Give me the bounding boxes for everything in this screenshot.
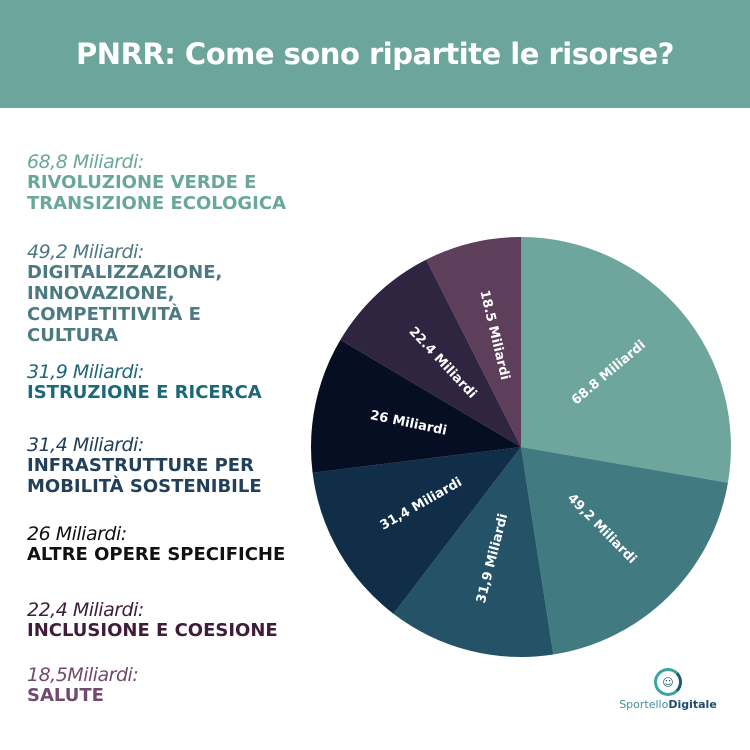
pie-slice [521,237,732,483]
legend-item: 49,2 Miliardi: DIGITALIZZAZIONE, INNOVAZI… [27,242,222,346]
legend-amount: 31,9 Miliardi: [27,361,144,383]
pie-slice [521,447,728,655]
legend-item: 22,4 Miliardi: INCLUSIONE E COESIONE [27,600,278,641]
pie-slice [393,447,554,657]
legend-amount: 18,5Miliardi: [27,664,139,686]
legend-item: 31,4 Miliardi: INFRASTRUTTURE PER MOBILIT… [27,435,262,497]
legend-amount: 31,4 Miliardi: [27,434,144,456]
legend-category: ALTRE OPERE SPECIFICHE [27,544,286,565]
legend-amount: 22,4 Miliardi: [27,599,144,621]
pie-slice [426,237,521,447]
logo-text-bold: Digitale [668,698,717,711]
legend-category: DIGITALIZZAZIONE, INNOVAZIONE, COMPETITI… [27,262,223,346]
legend-category: RIVOLUZIONE VERDE E TRANSIZIONE ECOLOGIC… [27,172,287,214]
page-title: PNRR: Come sono ripartite le risorse? [76,37,674,71]
pie-slice [340,259,521,447]
pie-slice [310,339,521,473]
logo: ☺ SportelloDigitale [618,668,718,711]
header-banner: PNRR: Come sono ripartite le risorse? [0,0,750,108]
logo-text-light: Sportello [619,698,669,711]
legend-amount: 49,2 Miliardi: [27,241,144,263]
legend-item: 31,9 Miliardi: ISTRUZIONE E RICERCA [27,362,262,403]
legend-item: 68,8 Miliardi: RIVOLUZIONE VERDE E TRANSI… [27,152,286,214]
legend-amount: 26 Miliardi: [27,523,127,545]
legend-category: INFRASTRUTTURE PER MOBILITÀ SOSTENIBILE [27,455,262,497]
legend-item: 26 Miliardi: ALTRE OPERE SPECIFICHE [27,524,285,565]
legend-amount: 68,8 Miliardi: [27,151,144,173]
pie-slice [312,447,521,614]
legend-category: INCLUSIONE E COESIONE [27,620,278,641]
legend-item: 18,5Miliardi: SALUTE [27,664,139,706]
legend-category: ISTRUZIONE E RICERCA [27,382,262,403]
legend-category: SALUTE [27,685,104,706]
robot-icon: ☺ [654,668,682,696]
